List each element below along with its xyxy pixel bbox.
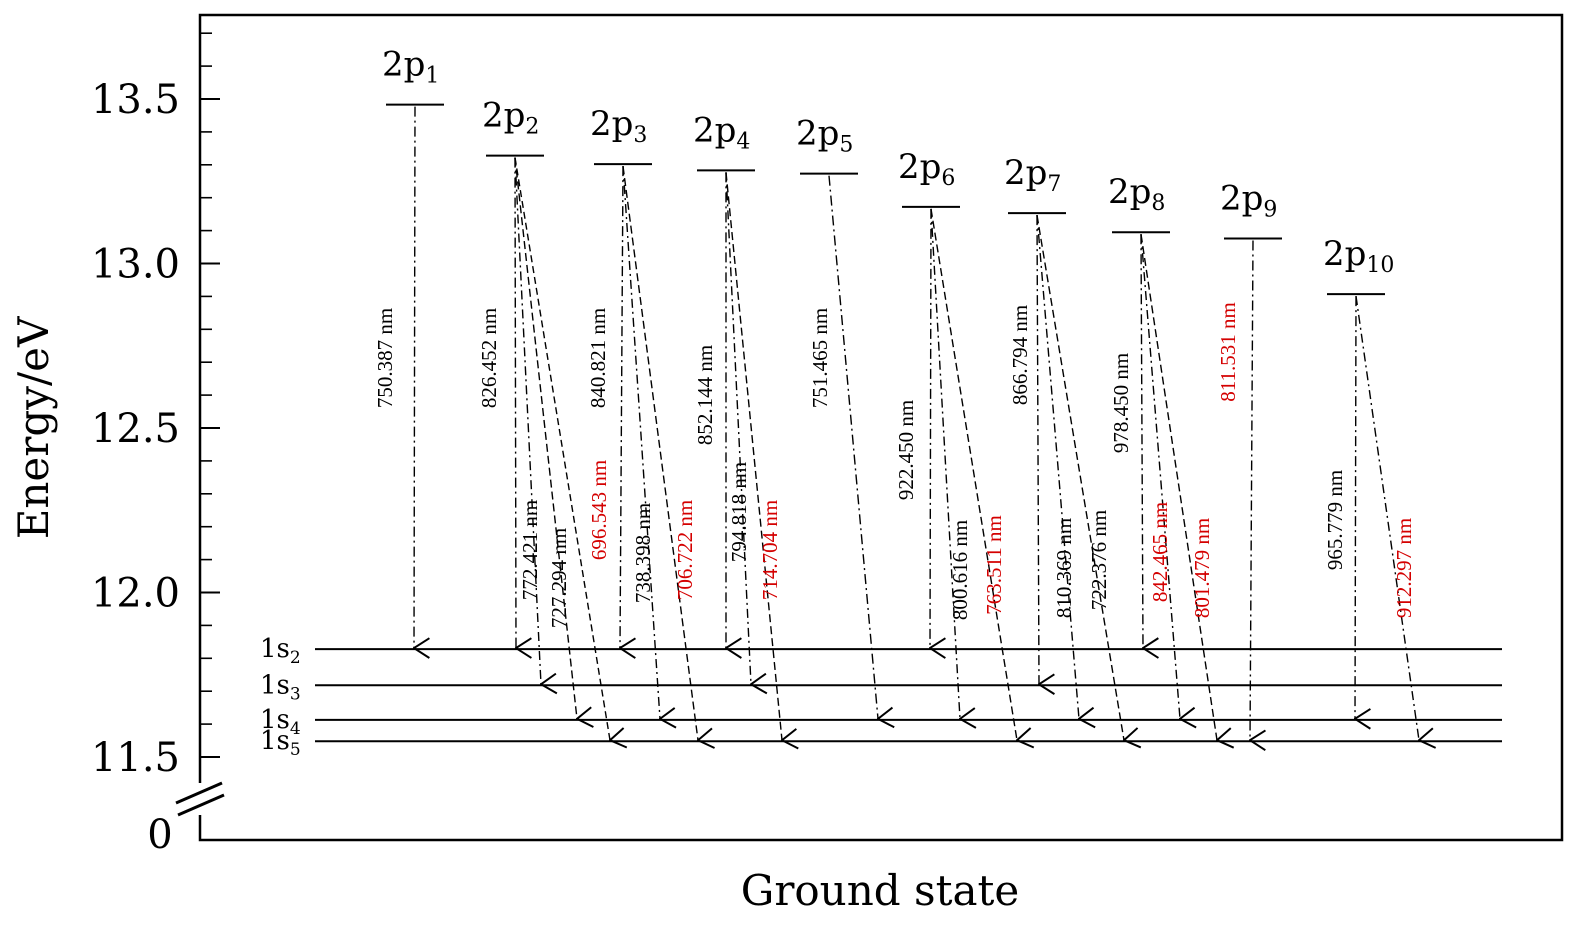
transition-label-2p2-1s2: 826.452 nm xyxy=(477,308,501,408)
transition-arrow-2p6-1s2 xyxy=(930,208,931,648)
transition-label-2p2-1s4: 727.294 nm xyxy=(547,528,571,628)
level-label-2p10: 2p10 xyxy=(1323,234,1394,278)
transition-arrow-2p3-1s4 xyxy=(622,166,660,719)
plot-frame xyxy=(198,13,1564,842)
transition-label-2p2-1s5: 696.543 nm xyxy=(587,460,611,560)
transition-arrow-2p8-1s4 xyxy=(1140,234,1180,719)
level-label-1s5: 1s5 xyxy=(260,726,301,760)
transition-arrow-2p2-1s4 xyxy=(514,157,577,719)
transition-label-2p8-1s2: 978.450 nm xyxy=(1109,353,1133,453)
transition-label-2p8-1s4: 842.465 nm xyxy=(1148,502,1172,602)
y-axis-ticks xyxy=(200,32,220,758)
transition-label-2p1-1s2: 750.387 nm xyxy=(373,308,397,408)
transition-arrow-2p3-1s2 xyxy=(620,166,623,648)
level-label-1s4: 1s4 xyxy=(260,705,301,739)
transition-arrow-2p4-1s5 xyxy=(725,172,782,740)
transition-label-2p6-1s2: 922.450 nm xyxy=(894,400,918,500)
level-label-2p3: 2p3 xyxy=(590,104,647,148)
x-axis-title: Ground state xyxy=(741,866,1019,915)
transition-arrow-2p9-1s5 xyxy=(1250,240,1253,740)
level-label-2p7: 2p7 xyxy=(1004,153,1061,197)
level-label-2p8: 2p8 xyxy=(1108,172,1165,216)
level-label-1s2: 1s2 xyxy=(260,634,301,668)
transition-label-2p3-1s2: 840.821 nm xyxy=(586,308,610,408)
upper-levels: 2p1 2p2 2p3 2p4 2p5 2p6 2p7 2p8 2p9 2p10 xyxy=(382,45,1394,296)
level-label-2p6: 2p6 xyxy=(898,147,955,191)
transition-label-2p4-1s3: 794.818 nm xyxy=(727,462,751,562)
transition-label-2p8-1s5: 801.479 nm xyxy=(1190,518,1214,618)
transition-arrow-2p8-1s2 xyxy=(1140,234,1143,648)
y-axis-title: Energy/eV xyxy=(9,316,58,539)
level-label-2p4: 2p4 xyxy=(693,110,750,154)
transition-arrow-2p7-1s4 xyxy=(1036,215,1079,719)
transition-arrow-2p5-1s4 xyxy=(828,175,878,719)
transitions: 750.387 nm 826.452 nm 772.421 nm 727.294 nm… xyxy=(373,106,1419,741)
transition-label-2p10-1s5: 912.297 nm xyxy=(1392,518,1416,618)
level-label-2p9: 2p9 xyxy=(1220,178,1277,222)
transition-arrow-2p6-1s4 xyxy=(930,208,960,719)
transition-label-2p3-1s5: 706.722 nm xyxy=(673,500,697,600)
transition-label-2p4-1s5: 714.704 nm xyxy=(758,500,782,600)
transition-arrow-2p3-1s5 xyxy=(622,166,698,740)
transition-arrow-2p4-1s3 xyxy=(725,172,751,684)
transition-label-2p7-1s3: 866.794 nm xyxy=(1008,305,1032,405)
transition-label-2p9-1s5: 811.531 nm xyxy=(1216,302,1240,402)
transition-arrow-2p7-1s3 xyxy=(1036,215,1039,684)
transition-label-2p6-1s4: 800.616 nm xyxy=(948,520,972,620)
transition-arrow-2p8-1s5 xyxy=(1140,234,1217,740)
y-tick-label: 12.0 xyxy=(91,571,180,617)
axis-break-mark xyxy=(175,781,225,817)
y-axis-tick-labels: 13.5 13.0 12.5 12.0 11.5 xyxy=(91,77,180,781)
transition-label-2p3-1s4: 738.398 nm xyxy=(631,503,655,603)
y-zero-label: 0 xyxy=(147,812,172,858)
transition-label-2p6-1s5: 763.511 nm xyxy=(982,515,1006,615)
level-label-2p2: 2p2 xyxy=(482,96,539,140)
y-tick-label: 13.5 xyxy=(91,77,180,123)
transition-arrow-2p10-1s4 xyxy=(1355,296,1356,719)
transition-label-2p5-1s4: 751.465 nm xyxy=(808,308,832,408)
level-label-1s3: 1s3 xyxy=(260,670,301,704)
transition-label-2p10-1s4: 965.779 nm xyxy=(1323,470,1347,570)
transition-arrow-2p6-1s5 xyxy=(930,208,1017,740)
transition-arrow-2p2-1s3 xyxy=(514,157,541,685)
transition-arrow-2p7-1s5 xyxy=(1036,215,1124,740)
transition-arrow-2p1-1s2 xyxy=(414,106,415,648)
level-label-2p5: 2p5 xyxy=(796,114,853,158)
y-tick-label: 13.0 xyxy=(91,242,180,288)
y-tick-label: 12.5 xyxy=(91,406,180,452)
transition-label-2p2-1s3: 772.421 nm xyxy=(518,500,542,600)
y-tick-label: 11.5 xyxy=(91,735,180,781)
transition-label-2p7-1s5: 722.376 nm xyxy=(1087,510,1111,610)
transition-label-2p7-1s4: 810.369 nm xyxy=(1052,518,1076,618)
level-label-2p1: 2p1 xyxy=(382,45,439,89)
transition-arrow-2p2-1s2 xyxy=(514,157,516,649)
transition-label-2p4-1s2: 852.144 nm xyxy=(693,345,717,445)
